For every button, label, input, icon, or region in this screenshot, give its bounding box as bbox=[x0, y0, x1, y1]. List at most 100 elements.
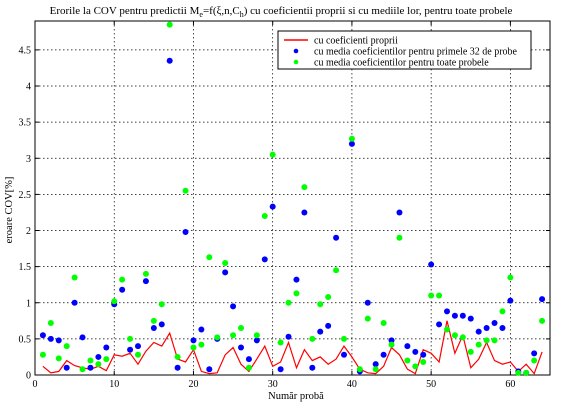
data-point-series-1 bbox=[412, 348, 419, 355]
series-line-0 bbox=[42, 320, 543, 375]
data-point-series-1 bbox=[539, 296, 546, 303]
data-point-series-1 bbox=[507, 297, 514, 304]
data-point-series-2 bbox=[531, 357, 538, 364]
data-point-series-1 bbox=[206, 366, 213, 373]
data-point-series-2 bbox=[317, 301, 324, 308]
data-point-series-1 bbox=[253, 337, 260, 344]
data-point-series-2 bbox=[190, 344, 197, 351]
data-point-series-1 bbox=[142, 278, 149, 285]
data-point-series-2 bbox=[55, 355, 62, 362]
data-point-series-1 bbox=[491, 319, 498, 326]
y-tick-label: 4.5 bbox=[19, 45, 32, 56]
data-point-series-2 bbox=[309, 335, 316, 342]
data-point-series-1 bbox=[79, 334, 86, 341]
data-point-series-1 bbox=[158, 321, 165, 328]
data-point-series-1 bbox=[451, 312, 458, 319]
data-point-series-1 bbox=[348, 140, 355, 147]
data-point-series-1 bbox=[135, 343, 141, 350]
data-point-series-2 bbox=[253, 332, 260, 339]
data-point-series-2 bbox=[39, 351, 46, 358]
x-tick-labels: 0 10 20 30 40 50 60 bbox=[33, 379, 516, 390]
x-tick-label: 10 bbox=[109, 379, 119, 390]
data-point-series-2 bbox=[261, 213, 268, 220]
data-point-series-1 bbox=[285, 333, 292, 340]
data-point-series-1 bbox=[475, 328, 482, 335]
data-point-series-1 bbox=[119, 286, 126, 293]
data-point-series-1 bbox=[404, 343, 411, 350]
x-tick-label: 20 bbox=[188, 379, 198, 390]
data-point-series-2 bbox=[174, 353, 181, 360]
data-point-series-1 bbox=[39, 332, 46, 339]
legend-box bbox=[277, 30, 532, 70]
data-point-series-2 bbox=[364, 315, 371, 322]
y-tick-label: 0 bbox=[26, 371, 31, 382]
data-point-series-1 bbox=[380, 351, 387, 358]
data-point-series-1 bbox=[301, 209, 308, 216]
data-point-series-2 bbox=[71, 274, 78, 281]
data-point-series-1 bbox=[190, 337, 197, 344]
data-point-series-1 bbox=[198, 326, 205, 333]
title-sub-h: h bbox=[240, 10, 244, 19]
data-point-series-1 bbox=[341, 351, 347, 358]
legend-entry-label: cu media coeficientilor pentru toate pro… bbox=[314, 58, 489, 69]
data-point-series-2 bbox=[95, 361, 102, 368]
legend-dot-swatch bbox=[293, 59, 299, 65]
legend-dot-swatch bbox=[293, 48, 299, 54]
data-point-series-2 bbox=[404, 357, 411, 364]
axes-frame bbox=[34, 20, 551, 376]
title-mid: =f(ξ,n,C bbox=[203, 5, 240, 17]
x-tick-label: 30 bbox=[268, 379, 278, 390]
y-tick-labels: 0 0.5 1 1.5 2 2.5 3 3.5 4 4.5 bbox=[19, 45, 32, 381]
data-point-series-1 bbox=[71, 299, 78, 306]
data-point-series-1 bbox=[103, 344, 110, 351]
data-point-series-1 bbox=[317, 328, 324, 335]
data-point-series-1 bbox=[127, 346, 134, 353]
data-point-series-1 bbox=[364, 299, 371, 306]
data-point-series-2 bbox=[356, 366, 363, 373]
data-point-series-1 bbox=[261, 256, 268, 263]
data-point-series-2 bbox=[348, 135, 355, 142]
y-tick-label: 3.5 bbox=[19, 118, 32, 129]
data-point-series-2 bbox=[428, 292, 435, 299]
grid-lines bbox=[35, 21, 550, 375]
data-point-series-2 bbox=[412, 363, 419, 370]
data-point-series-2 bbox=[507, 274, 514, 281]
y-tick-label: 0.5 bbox=[19, 334, 32, 345]
data-point-series-2 bbox=[333, 267, 340, 274]
data-point-series-1 bbox=[309, 364, 316, 371]
data-point-series-2 bbox=[238, 325, 244, 332]
data-point-series-2 bbox=[380, 319, 387, 326]
data-point-series-2 bbox=[111, 298, 118, 305]
data-point-series-2 bbox=[436, 292, 443, 299]
data-point-series-1 bbox=[63, 364, 70, 371]
y-tick-label: 1 bbox=[26, 298, 31, 309]
data-point-series-1 bbox=[428, 261, 435, 268]
data-point-series-2 bbox=[142, 270, 149, 277]
data-point-series-1 bbox=[95, 353, 102, 360]
y-tick-label: 1.5 bbox=[19, 262, 32, 273]
x-axis-label: Număr probă bbox=[268, 391, 324, 402]
y-axis-label: eroare COV[%] bbox=[4, 177, 15, 244]
data-point-series-1 bbox=[245, 356, 252, 363]
data-point-series-2 bbox=[293, 290, 300, 297]
data-point-series-2 bbox=[158, 301, 165, 308]
data-point-series-1 bbox=[420, 351, 427, 358]
data-point-series-1 bbox=[174, 364, 181, 371]
x-tick-label: 0 bbox=[33, 379, 38, 390]
data-point-series-1 bbox=[531, 350, 538, 357]
x-tick-label: 50 bbox=[426, 379, 436, 390]
data-point-series-2 bbox=[47, 319, 54, 326]
data-point-series-2 bbox=[269, 151, 276, 158]
data-point-series-1 bbox=[459, 312, 466, 319]
data-point-series-2 bbox=[87, 357, 94, 364]
data-point-series-1 bbox=[182, 228, 189, 235]
y-tick-label: 4 bbox=[26, 82, 31, 93]
data-point-series-1 bbox=[333, 234, 340, 241]
data-point-series-2 bbox=[341, 335, 347, 342]
data-point-series-1 bbox=[372, 361, 379, 368]
data-point-series-1 bbox=[55, 337, 62, 344]
data-point-series-2 bbox=[135, 351, 141, 358]
title-sub-e: e bbox=[199, 10, 203, 19]
